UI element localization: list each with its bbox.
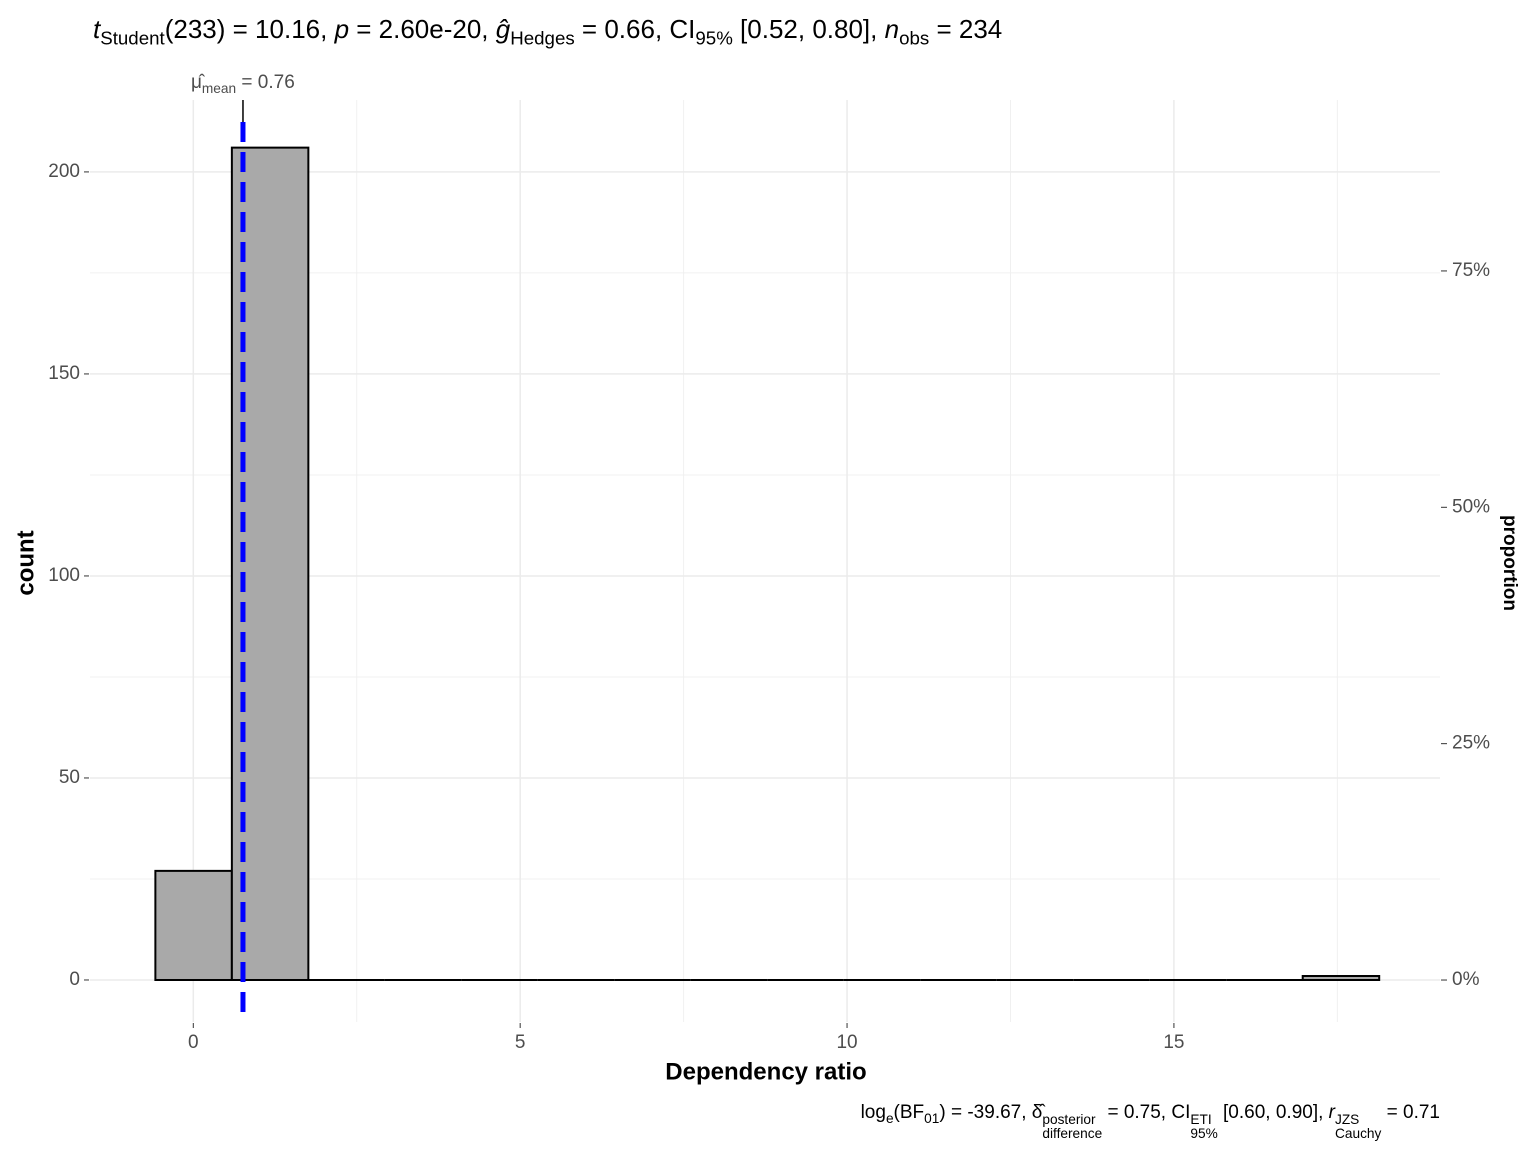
histogram-bar bbox=[230, 146, 310, 981]
text-segment: [0.60, 0.90], bbox=[1217, 1102, 1329, 1123]
y-tick-label: 100 bbox=[48, 565, 80, 586]
y2-tick-label: 75% bbox=[1452, 260, 1490, 281]
text-segment: = 2.60e-20, bbox=[349, 14, 496, 44]
superscript: ETI bbox=[1190, 1112, 1212, 1128]
text-segment: e bbox=[885, 1110, 894, 1126]
x-tick-label: 5 bbox=[515, 1032, 526, 1053]
chart-caption: loge(BF01) = -39.67, δ̂ posterior differen… bbox=[861, 1102, 1440, 1141]
text-segment: 95% bbox=[695, 27, 733, 49]
y2-tick-label: 0% bbox=[1452, 969, 1480, 990]
mean-label: μ̂mean = 0.76 bbox=[191, 72, 295, 96]
x-tick-label: 15 bbox=[1163, 1032, 1184, 1053]
y-tick-label: 150 bbox=[48, 363, 80, 384]
text-segment: = 0.71 bbox=[1381, 1102, 1440, 1123]
sup-sub-stack: posterior difference bbox=[1042, 1113, 1102, 1140]
text-segment: = 234 bbox=[929, 14, 1003, 44]
text-segment: Student bbox=[100, 27, 165, 49]
text-segment: = 0.66, CI bbox=[574, 14, 696, 44]
y-tick-label: 50 bbox=[59, 767, 80, 788]
x-axis-title: Dependency ratio bbox=[665, 1058, 866, 1085]
y-tick-label: 200 bbox=[48, 161, 80, 182]
text-segment: μ̂ bbox=[190, 72, 202, 93]
text-segment: n bbox=[884, 14, 900, 44]
superscript: posterior bbox=[1042, 1112, 1096, 1128]
text-segment: 01 bbox=[924, 1110, 940, 1126]
text-segment: Hedges bbox=[510, 27, 575, 49]
text-segment: ) = -39.67, δ̂ bbox=[939, 1102, 1043, 1123]
text-segment: mean bbox=[201, 80, 237, 96]
x-tick-label: 10 bbox=[836, 1032, 857, 1053]
y2-tick-label: 25% bbox=[1452, 733, 1490, 754]
histogram-bar bbox=[154, 869, 233, 981]
histogram-bar bbox=[1301, 974, 1381, 981]
y2-tick-label: 50% bbox=[1452, 496, 1490, 517]
sup-sub-stack: JZS Cauchy bbox=[1335, 1113, 1381, 1140]
subscript: 95% bbox=[1190, 1125, 1218, 1141]
text-segment: log bbox=[860, 1102, 886, 1123]
y2-axis-title: proportion bbox=[1499, 515, 1520, 611]
y-axis-title: count bbox=[12, 530, 39, 595]
text-segment: p bbox=[334, 14, 350, 44]
text-segment: (233) = 10.16, bbox=[164, 14, 335, 44]
text-segment: = 0.76 bbox=[236, 72, 295, 93]
text-segment: r bbox=[1328, 1102, 1335, 1123]
text-segment: = 0.75, CI bbox=[1102, 1102, 1191, 1123]
x-tick-label: 0 bbox=[188, 1032, 199, 1053]
text-segment: [0.52, 0.80], bbox=[732, 14, 885, 44]
text-segment: t bbox=[93, 14, 101, 44]
text-segment: (BF bbox=[893, 1102, 925, 1123]
superscript: JZS bbox=[1335, 1112, 1360, 1128]
subscript: Cauchy bbox=[1335, 1125, 1382, 1141]
y-tick-label: 0 bbox=[69, 969, 80, 990]
subscript: difference bbox=[1042, 1125, 1103, 1141]
chart-title: tStudent(233) = 10.16, p = 2.60e-20, ĝH… bbox=[93, 14, 1002, 50]
sup-sub-stack: ETI 95% bbox=[1190, 1113, 1217, 1140]
text-segment: obs bbox=[899, 27, 930, 49]
text-segment: ĝ bbox=[495, 14, 511, 44]
